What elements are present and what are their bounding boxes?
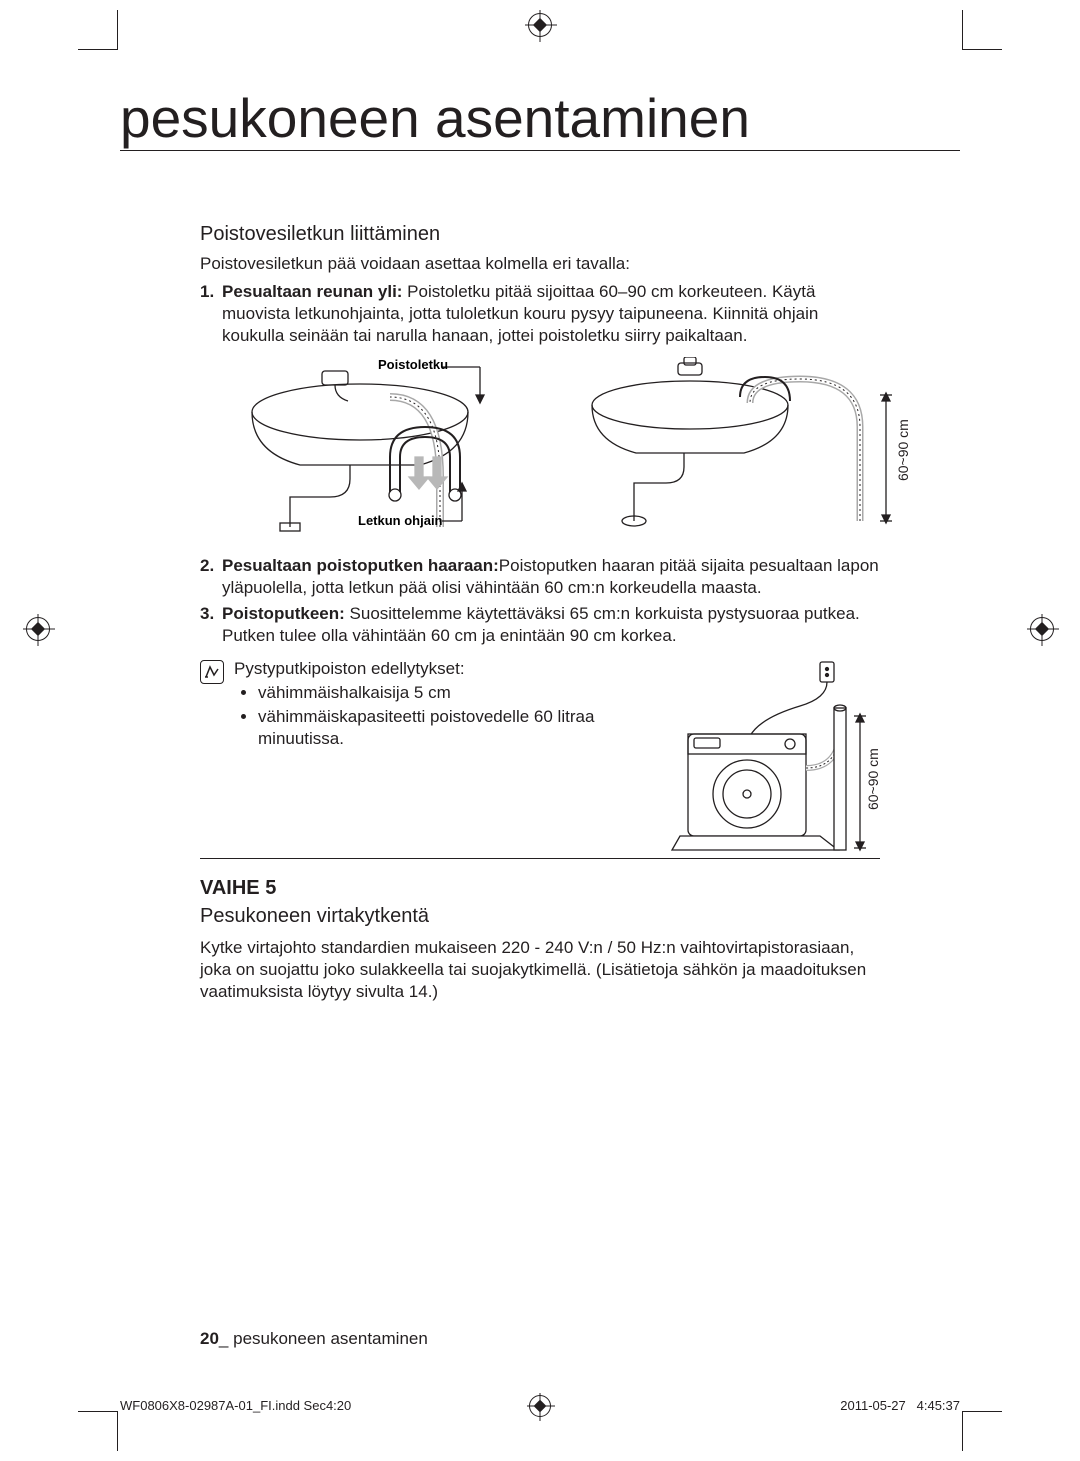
page-footer: 20_ pesukoneen asentaminen <box>200 1329 428 1349</box>
note-text: Pystyputkipoiston edellytykset: vähimmäi… <box>234 658 658 752</box>
note-block: Pystyputkipoiston edellytykset: vähimmäi… <box>200 658 658 752</box>
bullet: vähimmäiskapasiteetti poistovedelle 60 l… <box>258 706 658 750</box>
list-item: 2. Pesualtaan poistoputken haaraan:Poist… <box>200 555 880 599</box>
item-text: Poistoputkeen: Suosittelemme käytettäväk… <box>222 603 880 647</box>
step-number: VAIHE 5 <box>200 875 880 901</box>
item-number: 1. <box>200 281 222 347</box>
print-datetime: 2011-05-27 4:45:37 <box>840 1398 960 1413</box>
registration-mark <box>528 13 552 37</box>
instruction-list-2: 2. Pesualtaan poistoputken haaraan:Poist… <box>200 555 880 647</box>
registration-mark <box>529 1395 551 1417</box>
item-text: Pesualtaan poistoputken haaraan:Poistopu… <box>222 555 880 599</box>
intro-text: Poistovesiletkun pää voidaan asettaa kol… <box>200 253 880 275</box>
item-number: 3. <box>200 603 222 647</box>
registration-mark <box>26 617 50 641</box>
diagram-washer-standpipe: 60~90 cm <box>670 658 880 858</box>
item-number: 2. <box>200 555 222 599</box>
crop-mark <box>78 10 118 50</box>
registration-mark <box>1030 617 1054 641</box>
page-title: pesukoneen asentaminen <box>120 90 960 151</box>
label-poistoletku: Poistoletku <box>378 357 448 372</box>
instruction-list: 1. Pesualtaan reunan yli: Poistoletku pi… <box>200 281 880 347</box>
note-icon <box>200 660 224 684</box>
print-file: WF0806X8-02987A-01_FI.indd Sec4:20 <box>120 1398 351 1413</box>
dim-label: 60~90 cm <box>894 419 912 481</box>
list-item: 3. Poistoputkeen: Suosittelemme käytettä… <box>200 603 880 647</box>
step-text: Kytke virtajohto standardien mukaiseen 2… <box>200 937 880 1003</box>
item-text: Pesualtaan reunan yli: Poistoletku pitää… <box>222 281 880 347</box>
page-content: pesukoneen asentaminen Poistovesiletkun … <box>120 90 960 1371</box>
bullet: vähimmäishalkaisija 5 cm <box>258 682 658 704</box>
diagram-sink-hose: Poistoletku Letkun ohjain <box>200 357 880 537</box>
section-heading: Poistovesiletkun liittäminen <box>200 221 880 247</box>
step-heading: Pesukoneen virtakytkentä <box>200 903 880 929</box>
dim-label: 60~90 cm <box>864 748 882 810</box>
label-ohjain: Letkun ohjain <box>358 513 443 528</box>
crop-mark <box>962 10 1002 50</box>
content-body: Poistovesiletkun liittäminen Poistovesil… <box>120 151 960 1003</box>
list-item: 1. Pesualtaan reunan yli: Poistoletku pi… <box>200 281 880 347</box>
